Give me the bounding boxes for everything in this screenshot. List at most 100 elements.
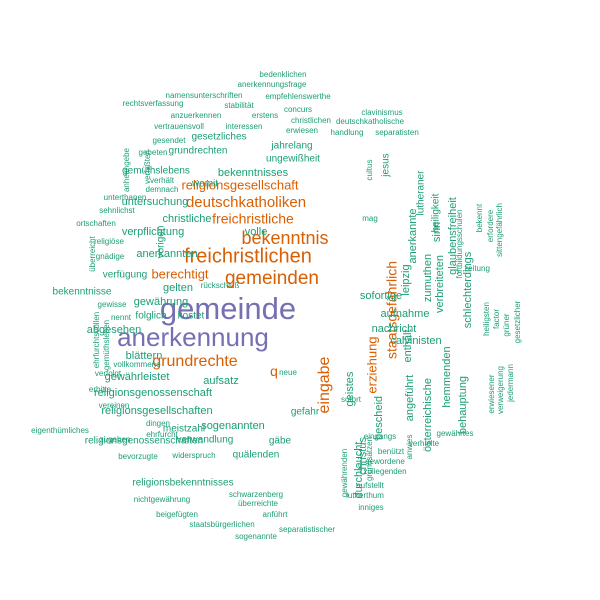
word-gemeinden: gemeinden bbox=[225, 268, 319, 289]
word-religionsgesellschaft: religionsgesellschaft bbox=[181, 177, 298, 192]
word-lutherthum: lutherthum bbox=[346, 491, 384, 500]
word-rueckschluss: rückschluß bbox=[201, 281, 240, 290]
word-cultus: cultus bbox=[365, 160, 374, 181]
word-nichtgewaehrung: nichtgewährung bbox=[134, 495, 190, 504]
word-hemmenden: hemmenden bbox=[441, 346, 453, 407]
word-gesetzliches: gesetzliches bbox=[191, 132, 246, 143]
word-gemuethslebens: gemüthslebens bbox=[122, 166, 190, 177]
word-erstens: erstens bbox=[252, 111, 278, 120]
word-heiligkeit: heiligkeit bbox=[431, 193, 442, 232]
word-folglich: folglich bbox=[135, 311, 166, 322]
word-gebeten: gebeten bbox=[139, 148, 168, 157]
word-anerkannten: anerkannten bbox=[136, 248, 197, 260]
word-gnaedige: gnädige bbox=[96, 252, 125, 261]
word-separatistischer: separatistischer bbox=[279, 525, 335, 534]
word-religionsgesellschaften: religionsgesellschaften bbox=[101, 405, 212, 417]
word-religionsbekenntnisses: religionsbekenntnisses bbox=[132, 478, 233, 489]
word-sofortige: sofortige bbox=[360, 290, 402, 302]
word-calvinisten: calvinisten bbox=[390, 335, 441, 347]
word-verpflichtung: verpflichtung bbox=[122, 226, 184, 238]
word-religionsgenossenschaft: religionsgenossenschaft bbox=[94, 387, 212, 399]
word-vereinen: vereinen bbox=[99, 401, 130, 410]
word-meistzahl: meistzahl bbox=[163, 424, 205, 435]
word-staatsgefaehrlich: staatsgefährlich bbox=[384, 261, 400, 359]
word-widerspruch: widerspruch bbox=[171, 451, 215, 460]
word-gewaehrenden: gewährenden bbox=[340, 449, 349, 497]
word-beigefuegten: beigefügten bbox=[156, 510, 198, 519]
word-concurs: concurs bbox=[284, 105, 312, 114]
word-abgesehen: abgesehen bbox=[87, 324, 141, 336]
word-zumuthen: zumuthen bbox=[422, 254, 434, 302]
word-bevorzugte: bevorzugte bbox=[118, 452, 158, 461]
word-grundrechte: grundrechte bbox=[152, 353, 237, 370]
word-bekenntnisses: bekenntnisses bbox=[218, 167, 289, 179]
word-verbreiteten: verbreiteten bbox=[434, 255, 446, 313]
word-womit: womit bbox=[191, 179, 218, 190]
word-anheimgebe: anheimgebe bbox=[122, 147, 131, 192]
word-zugeben: zugeben bbox=[100, 435, 131, 444]
word-anerkennung: anerkennung bbox=[117, 322, 269, 352]
word-freichristliche: freichristliche bbox=[212, 211, 294, 227]
word-gewaehrleistet: gewährleistet bbox=[105, 371, 170, 383]
word-gefahr: gefahr bbox=[291, 407, 320, 418]
word-fortbildungsschulen: fortbildungsschulen bbox=[455, 210, 464, 279]
word-bedenklichen: bedenklichen bbox=[259, 70, 306, 79]
word-sinn: sinn bbox=[431, 222, 443, 242]
word-sogenannte: sogenannte bbox=[235, 532, 277, 541]
word-namensunterschriften: namensunterschriften bbox=[166, 91, 243, 100]
word-gewaehrung: gewährung bbox=[134, 296, 188, 308]
word-berechtigt: berechtigt bbox=[151, 266, 208, 281]
word-gruener: grüner bbox=[502, 313, 511, 336]
word-verweigerung: verweigerung bbox=[496, 366, 505, 414]
word-anerkannte: anerkannte bbox=[407, 208, 419, 263]
word-vollkommene: vollkommene bbox=[113, 360, 161, 369]
word-bekennt: bekennt bbox=[475, 203, 484, 232]
word-benuetzt: benützt bbox=[378, 447, 405, 456]
word-sehnlichst: sehnlichst bbox=[99, 206, 135, 215]
word-grundrechten: grundrechten bbox=[169, 146, 228, 157]
word-geistes: geistes bbox=[344, 371, 356, 406]
word-aufstellt: aufstellt bbox=[356, 481, 384, 490]
word-quaelenden: quälenden bbox=[233, 450, 280, 461]
word-handlung: handlung bbox=[331, 128, 364, 137]
word-erwiesen: erwiesen bbox=[286, 126, 318, 135]
word-nennt: nennt bbox=[111, 313, 132, 322]
word-ehrfurchtsvollen: ehrfurchtsvollen bbox=[92, 312, 101, 368]
word-religionsgenossenschaften: religionsgenossenschaften bbox=[85, 436, 203, 447]
word-mag: mag bbox=[362, 214, 378, 223]
word-rechtsverfassung: rechtsverfassung bbox=[123, 99, 184, 108]
word-erwiesener: erwiesener bbox=[487, 374, 496, 413]
word-deutschkatholiken: deutschkatholiken bbox=[186, 194, 306, 211]
word-eingabe: eingabe bbox=[316, 356, 333, 413]
word-aufsatz: aufsatz bbox=[203, 375, 238, 387]
word-volle: volle bbox=[245, 226, 268, 238]
word-kostet: kostet bbox=[178, 311, 205, 322]
word-stabilitaet: stabilität bbox=[224, 101, 254, 110]
word-schwarzenberg: schwarzenberg bbox=[229, 490, 283, 499]
word-sittengefaehrlich: sittengefährlich bbox=[495, 203, 504, 257]
word-oesterreichische: österreichische bbox=[422, 378, 434, 452]
word-separatisten: separatisten bbox=[375, 128, 419, 137]
word-gewordene: gewordene bbox=[365, 457, 405, 466]
word-ehrfurcht: ehrfurcht bbox=[146, 430, 178, 439]
word-schlechterdings: schlechterdings bbox=[462, 251, 474, 328]
word-christliche: christliche bbox=[163, 213, 212, 225]
word-vorigen: vorigen bbox=[156, 226, 167, 259]
word-bescheid: bescheid bbox=[373, 396, 385, 440]
word-anfuehrt: anführt bbox=[263, 510, 289, 519]
word-leipzig: leipzig bbox=[400, 264, 412, 295]
word-grundsaetzen: grundsätzen bbox=[365, 437, 374, 481]
word-inniges: inniges bbox=[358, 503, 383, 512]
word-christlichen: christlichen bbox=[291, 116, 331, 125]
word-bekenntnisse: bekenntnisse bbox=[53, 287, 112, 298]
word-christus: christus bbox=[357, 437, 369, 475]
word-ueberreichte: überreichte bbox=[238, 499, 279, 508]
word-factor: factor bbox=[492, 309, 501, 329]
word-behauptung: behauptung bbox=[457, 376, 469, 434]
word-erziehung: erziehung bbox=[364, 336, 379, 393]
word-jedermann: jedermann bbox=[506, 364, 515, 403]
word-deutschkatholische: deutschkatholische bbox=[336, 117, 405, 126]
word-freichristlichen: freichristlichen bbox=[184, 245, 312, 267]
word-blaettern: blättern bbox=[126, 350, 163, 362]
word-jahrelang: jahrelang bbox=[270, 141, 312, 152]
